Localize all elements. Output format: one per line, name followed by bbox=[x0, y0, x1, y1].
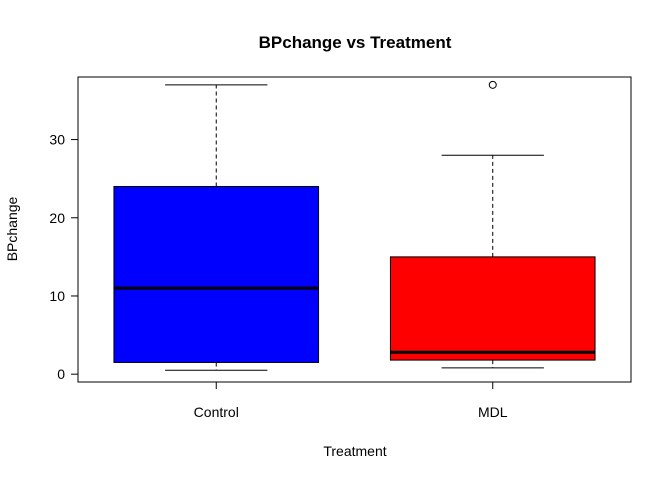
x-tick-label: MDL bbox=[478, 404, 508, 420]
y-tick-label: 30 bbox=[49, 132, 65, 148]
box-group-mdl bbox=[389, 80, 596, 369]
outlier-point bbox=[488, 80, 497, 89]
chart-title: BPchange vs Treatment bbox=[259, 33, 452, 52]
x-axis: Control MDL bbox=[194, 381, 508, 420]
y-tick-label: 0 bbox=[57, 366, 65, 382]
y-axis: 0 10 20 30 bbox=[49, 132, 79, 382]
box-control bbox=[113, 185, 320, 363]
box-group-control bbox=[113, 84, 320, 371]
x-axis-label: Treatment bbox=[323, 443, 386, 459]
y-tick-label: 10 bbox=[49, 288, 65, 304]
box-mdl bbox=[389, 256, 596, 361]
x-tick-label: Control bbox=[194, 404, 239, 420]
y-axis-label: BPchange bbox=[4, 196, 20, 261]
y-tick-label: 20 bbox=[49, 210, 65, 226]
chart-marks bbox=[113, 80, 596, 371]
